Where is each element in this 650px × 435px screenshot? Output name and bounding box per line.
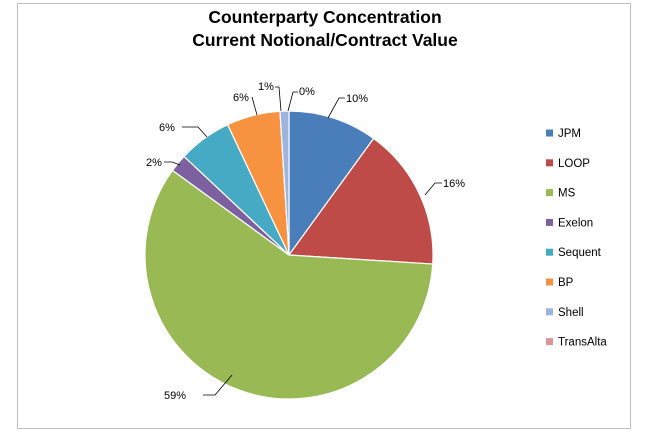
pie-slice-ms [144,169,434,400]
legend-label-ms: MS [558,188,576,200]
legend-label-sequent: Sequent [558,247,602,259]
pie-slice-jpm [288,110,375,257]
pie-slices [144,110,434,400]
legend-label-bp: BP [558,277,574,289]
legend: JPM LOOP MS Exelon Sequent BP Shell TransAlta [546,128,607,349]
leader-line-sequent [182,126,208,138]
leader-line-shell [275,86,282,112]
chart-title: Counterparty Concentration Current Notio… [0,6,650,52]
legend-label-jpm: JPM [558,128,581,140]
legend-swatch-transalta [546,338,553,346]
chart-title-line-1: Counterparty Concentration [208,7,442,27]
legend-item-loop: LOOP [546,158,590,170]
legend-swatch-ms [546,189,553,197]
legend-item-bp: BP [546,277,574,289]
data-label-loop: 16% [443,178,465,190]
legend-label-transalta: TransAlta [558,337,607,349]
data-label-transalta: 0% [299,86,315,98]
legend-swatch-sequent [546,248,553,256]
legend-item-sequent: Sequent [546,247,602,259]
leader-line-loop [424,182,442,196]
legend-item-shell: Shell [546,307,584,319]
legend-item-transalta: TransAlta [546,337,607,349]
legend-item-exelon: Exelon [546,217,593,229]
legend-swatch-shell [546,308,553,316]
leader-line-exelon [164,161,181,166]
data-labels: 10% 16% 59% 2% 6% 6% 1% 0% [146,81,465,402]
legend-label-shell: Shell [558,307,584,319]
leader-line-ms [203,374,233,396]
legend-swatch-loop [546,159,553,167]
legend-swatch-exelon [546,218,553,226]
legend-label-loop: LOOP [558,158,590,170]
pie-slice-loop [287,137,434,265]
data-label-sequent: 6% [159,122,175,134]
pie-slice-shell [279,110,290,256]
legend-swatch-jpm [546,129,553,137]
legend-item-jpm: JPM [546,128,581,140]
data-label-exelon: 2% [146,157,162,169]
legend-swatch-bp [546,278,553,286]
data-label-bp: 6% [233,92,249,104]
legend-item-ms: MS [546,188,576,200]
leader-lines [164,86,442,396]
leader-line-transalta [287,91,298,112]
leader-line-bp [251,96,258,116]
data-label-shell: 1% [258,81,274,93]
legend-label-exelon: Exelon [558,217,593,229]
data-label-ms: 59% [164,390,186,402]
leader-line-jpm [327,97,345,119]
chart-title-line-2: Current Notional/Contract Value [192,30,458,50]
data-label-jpm: 10% [346,93,368,105]
